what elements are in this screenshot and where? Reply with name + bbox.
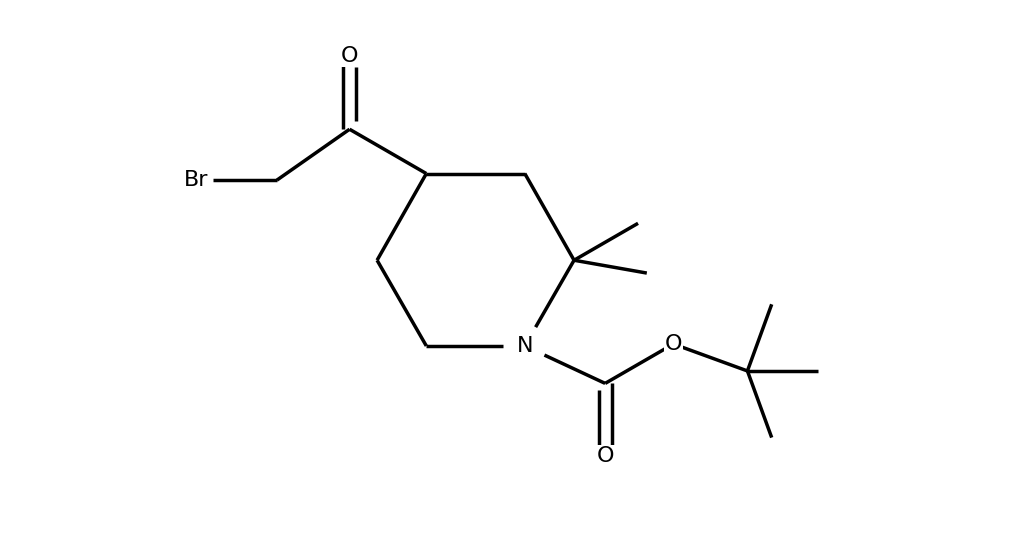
Text: O: O	[596, 446, 614, 466]
Text: N: N	[516, 336, 534, 356]
Text: O: O	[665, 334, 682, 354]
Text: O: O	[341, 46, 358, 66]
Text: Br: Br	[184, 170, 208, 190]
